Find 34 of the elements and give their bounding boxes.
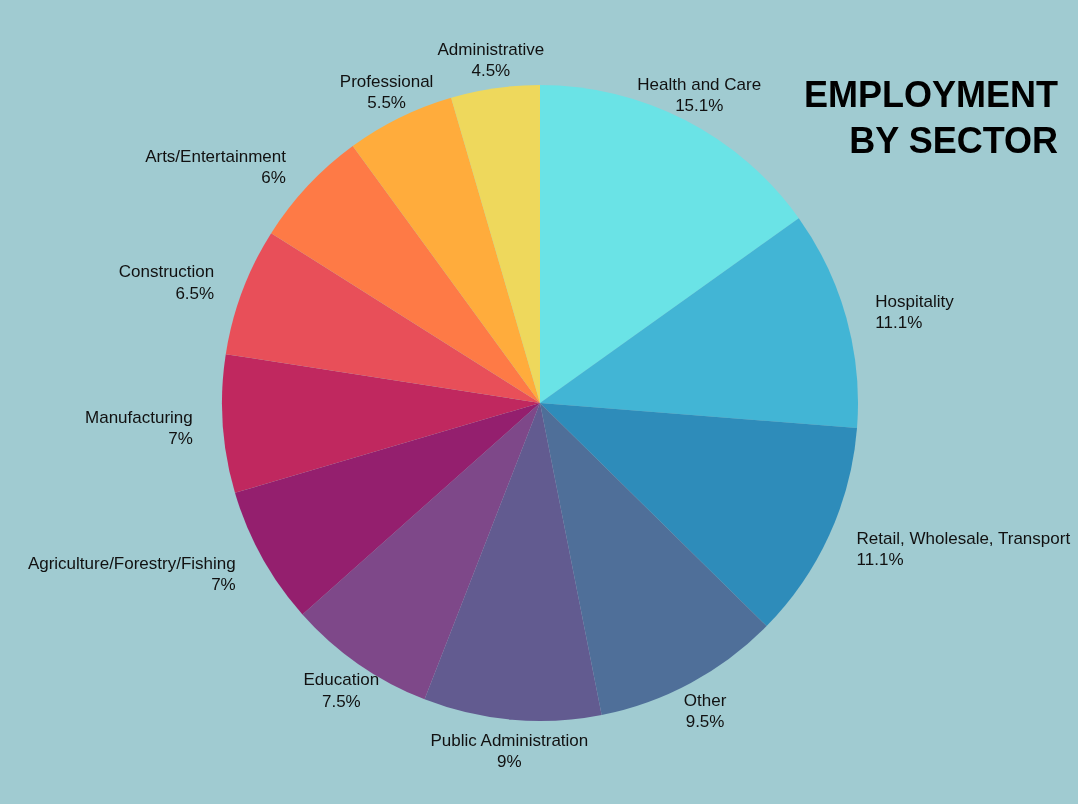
data-label: 7% — [211, 574, 236, 594]
slice-label: Retail, Wholesale, Transport — [856, 529, 1071, 549]
pie-slice — [451, 85, 540, 403]
data-label: 7% — [168, 428, 193, 448]
slice-label: Hospitality — [875, 291, 955, 311]
data-label: 15.1% — [675, 96, 724, 116]
data-label: 6% — [261, 168, 286, 188]
slice-label: Agriculture/Forestry/Fishing — [27, 553, 236, 573]
data-label: 9.5% — [685, 712, 725, 732]
slice-label: Other — [683, 690, 727, 710]
data-label: 11.1% — [856, 550, 904, 570]
data-label: 6.5% — [175, 283, 215, 303]
pie-slice — [222, 354, 540, 493]
slice-label: Public Administration — [430, 731, 589, 751]
slice-label: Manufacturing — [85, 407, 193, 427]
data-label: 5.5% — [367, 93, 406, 113]
pie-slice — [352, 97, 540, 403]
slice-label: Arts/Entertainment — [145, 146, 287, 166]
data-label: 9% — [497, 752, 522, 772]
pie-slice — [424, 403, 602, 721]
slice-label: Health and Care — [637, 75, 762, 95]
data-label: 11.1% — [875, 312, 923, 332]
slice-label: Administrative — [437, 40, 545, 60]
pie-slice — [540, 403, 767, 715]
slice-label: Education — [303, 670, 380, 690]
pie-slice — [234, 403, 540, 615]
pie-slice — [540, 218, 858, 428]
slice-label: Professional — [339, 72, 434, 92]
data-label: 4.5% — [471, 61, 511, 81]
slice-label: Construction — [118, 262, 215, 282]
pie-slice — [540, 403, 858, 627]
pie-slice — [225, 233, 540, 403]
data-label: 7.5% — [321, 691, 361, 711]
text: EMPLOYMENT BY SECTOR — [803, 73, 1058, 163]
